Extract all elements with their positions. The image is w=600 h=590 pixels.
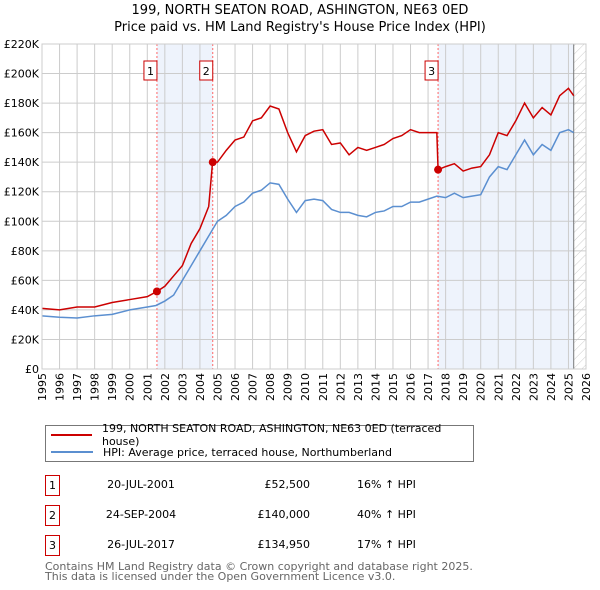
x-tick-label: 2026: [580, 373, 593, 401]
y-tick-label: £0: [25, 363, 39, 376]
plot-border: [41, 43, 587, 370]
x-tick-label: 2023: [527, 373, 540, 401]
x-tick-label: 2016: [405, 373, 418, 401]
x-tick-label: 2000: [124, 373, 137, 401]
x-tick-label: 2022: [510, 373, 523, 401]
x-tick-label: 2004: [194, 373, 207, 401]
legend-swatch-red: [51, 434, 92, 436]
transaction-number: 1: [45, 475, 60, 496]
title-line: 199, NORTH SEATON ROAD, ASHINGTON, NE63 …: [131, 3, 469, 18]
footer: Contains HM Land Registry data © Crown c…: [45, 560, 473, 583]
x-tick-label: 2020: [475, 373, 488, 401]
sale-label: 2: [203, 65, 210, 78]
transaction-row: 1 20-JUL-2001 £52,500 16% ↑ HPI: [45, 475, 465, 496]
x-tick-label: 2003: [176, 373, 189, 401]
x-tick-label: 2006: [229, 373, 242, 401]
x-tick-label: 2017: [422, 373, 435, 401]
transaction-price: £134,950: [257, 538, 311, 551]
forecast-hatch: [573, 44, 586, 369]
y-tick-label: £200K: [4, 68, 40, 81]
sale-label-box: [424, 60, 439, 81]
shaded-period: [438, 44, 574, 369]
x-tick-label: 2001: [141, 373, 154, 401]
y-tick-label: £40K: [11, 304, 40, 317]
y-tick-label: £180K: [4, 97, 40, 110]
x-tick-label: 2011: [317, 373, 330, 401]
y-tick-label: £20K: [11, 333, 40, 346]
x-tick-label: 1998: [89, 373, 102, 401]
y-tick-label: £160K: [4, 127, 40, 140]
legend-swatch-blue: [51, 451, 93, 453]
x-tick-label: 2015: [387, 373, 400, 401]
shaded-period: [156, 44, 213, 369]
transaction-number: 2: [45, 505, 60, 526]
transaction-hpi: 16% ↑ HPI: [357, 478, 416, 491]
y-tick-label: £80K: [11, 245, 40, 258]
transaction-date: 24-SEP-2004: [105, 508, 177, 521]
x-tick-label: 2010: [299, 373, 312, 401]
footer-line: Contains HM Land Registry data © Crown c…: [45, 560, 473, 573]
sale-label-box: [143, 60, 158, 81]
legend-label: 199, NORTH SEATON ROAD, ASHINGTON, NE63 …: [101, 422, 442, 448]
transaction-number: 3: [45, 535, 60, 556]
y-tick-label: £100K: [4, 215, 40, 228]
x-tick-label: 2018: [440, 373, 453, 401]
legend-item-hpi: HPI: Average price, terraced house, Nort…: [51, 443, 392, 461]
transaction-date: 20-JUL-2001: [107, 478, 175, 491]
transaction-row: 2 24-SEP-2004 £140,000 40% ↑ HPI: [45, 505, 465, 526]
x-tick-label: 2024: [545, 373, 558, 401]
x-tick-label: 2014: [369, 373, 382, 401]
x-tick-label: 2007: [247, 373, 260, 401]
x-tick-label: 1999: [106, 373, 119, 401]
price-chart: 1995 1996 1997 1998 1999 2000 2001 2002 2003 2004…: [4, 38, 593, 401]
y-tick-label: £220K: [4, 38, 40, 51]
sale-label: 3: [428, 65, 435, 78]
sale-point: [152, 287, 161, 296]
subtitle-line: Price paid vs. HM Land Registry's House …: [114, 20, 486, 35]
sale-point: [208, 158, 217, 167]
x-tick-label: 1995: [36, 373, 49, 401]
y-tick-label: £60K: [11, 274, 40, 287]
sale-point: [434, 165, 443, 174]
series-line: [41, 87, 575, 311]
y-tick-label: £140K: [4, 156, 40, 169]
transaction-price: £140,000: [257, 508, 311, 521]
x-tick-label: 1996: [54, 373, 67, 401]
chart-title: 199, NORTH SEATON ROAD, ASHINGTON, NE63 …: [0, 2, 600, 36]
legend: 199, NORTH SEATON ROAD, ASHINGTON, NE63 …: [45, 422, 474, 462]
x-tick-label: 2008: [264, 373, 277, 401]
transaction-price: £52,500: [264, 478, 311, 491]
x-tick-label: 2025: [562, 373, 575, 401]
sale-label-box: [199, 60, 214, 81]
x-tick-label: 2002: [159, 373, 172, 401]
transaction-hpi: 40% ↑ HPI: [357, 508, 416, 521]
y-tick-label: £120K: [4, 186, 40, 199]
x-tick-label: 1997: [71, 373, 84, 401]
series-line: [41, 128, 575, 319]
x-tick-label: 2019: [457, 373, 470, 401]
x-tick-label: 2013: [352, 373, 365, 401]
x-tick-label: 2009: [282, 373, 295, 401]
x-tick-label: 2005: [211, 373, 224, 401]
transaction-hpi: 17% ↑ HPI: [357, 538, 416, 551]
transaction-row: 3 26-JUL-2017 £134,950 17% ↑ HPI: [45, 535, 465, 556]
footer-line: This data is licensed under the Open Gov…: [45, 570, 396, 583]
x-tick-label: 2012: [334, 373, 347, 401]
legend-label: HPI: Average price, terraced house, Nort…: [103, 445, 392, 459]
transaction-date: 26-JUL-2017: [107, 538, 175, 551]
legend-item-property: 199, NORTH SEATON ROAD, ASHINGTON, NE63 …: [51, 422, 473, 448]
x-tick-label: 2021: [492, 373, 505, 401]
sale-label: 1: [147, 65, 154, 78]
